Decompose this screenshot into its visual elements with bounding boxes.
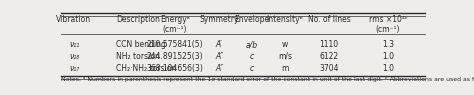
- Text: A′: A′: [216, 40, 223, 49]
- Text: 3704: 3704: [319, 64, 339, 73]
- Text: (cm⁻¹): (cm⁻¹): [376, 25, 400, 34]
- Text: A″: A″: [215, 52, 223, 61]
- Text: CCN bending: CCN bending: [116, 40, 166, 49]
- Text: A″: A″: [215, 64, 223, 73]
- Text: ν₁₁: ν₁₁: [69, 40, 79, 49]
- Text: ν₁₇: ν₁₇: [69, 64, 79, 73]
- Text: No. of lines: No. of lines: [308, 15, 351, 24]
- Text: Energyᵃ: Energyᵃ: [160, 15, 190, 24]
- Text: 1.3: 1.3: [382, 40, 394, 49]
- Text: Intensityᵇ: Intensityᵇ: [267, 15, 304, 24]
- Text: 1110: 1110: [319, 40, 339, 49]
- Text: Vibration: Vibration: [56, 15, 91, 24]
- Text: 244.891525(3): 244.891525(3): [146, 52, 203, 61]
- Text: 1.0: 1.0: [382, 64, 394, 73]
- Text: w: w: [282, 40, 288, 49]
- Text: Symmetry: Symmetry: [199, 15, 239, 24]
- Text: Description: Description: [116, 15, 160, 24]
- Text: 1.0: 1.0: [382, 52, 394, 61]
- Text: ν₁₈: ν₁₈: [69, 52, 79, 61]
- Text: NH₂ torsion: NH₂ torsion: [116, 52, 160, 61]
- Text: 210.575841(5): 210.575841(5): [146, 40, 203, 49]
- Text: Envelope: Envelope: [235, 15, 270, 24]
- Text: c: c: [250, 64, 254, 73]
- Text: a/b: a/b: [246, 40, 258, 49]
- Text: m: m: [282, 64, 289, 73]
- Text: m/s: m/s: [278, 52, 292, 61]
- Text: 368.104656(3): 368.104656(3): [146, 64, 203, 73]
- Text: 6122: 6122: [319, 52, 339, 61]
- Text: (cm⁻¹): (cm⁻¹): [163, 25, 187, 34]
- Text: rms ×10⁴ᶜ: rms ×10⁴ᶜ: [369, 15, 407, 24]
- Text: c: c: [250, 52, 254, 61]
- Text: Notes. ᵃ Numbers in parenthesis represent the 1σ standard error of the constant : Notes. ᵃ Numbers in parenthesis represen…: [61, 76, 474, 82]
- Text: CH₂·NH₂ torsion: CH₂·NH₂ torsion: [116, 64, 176, 73]
